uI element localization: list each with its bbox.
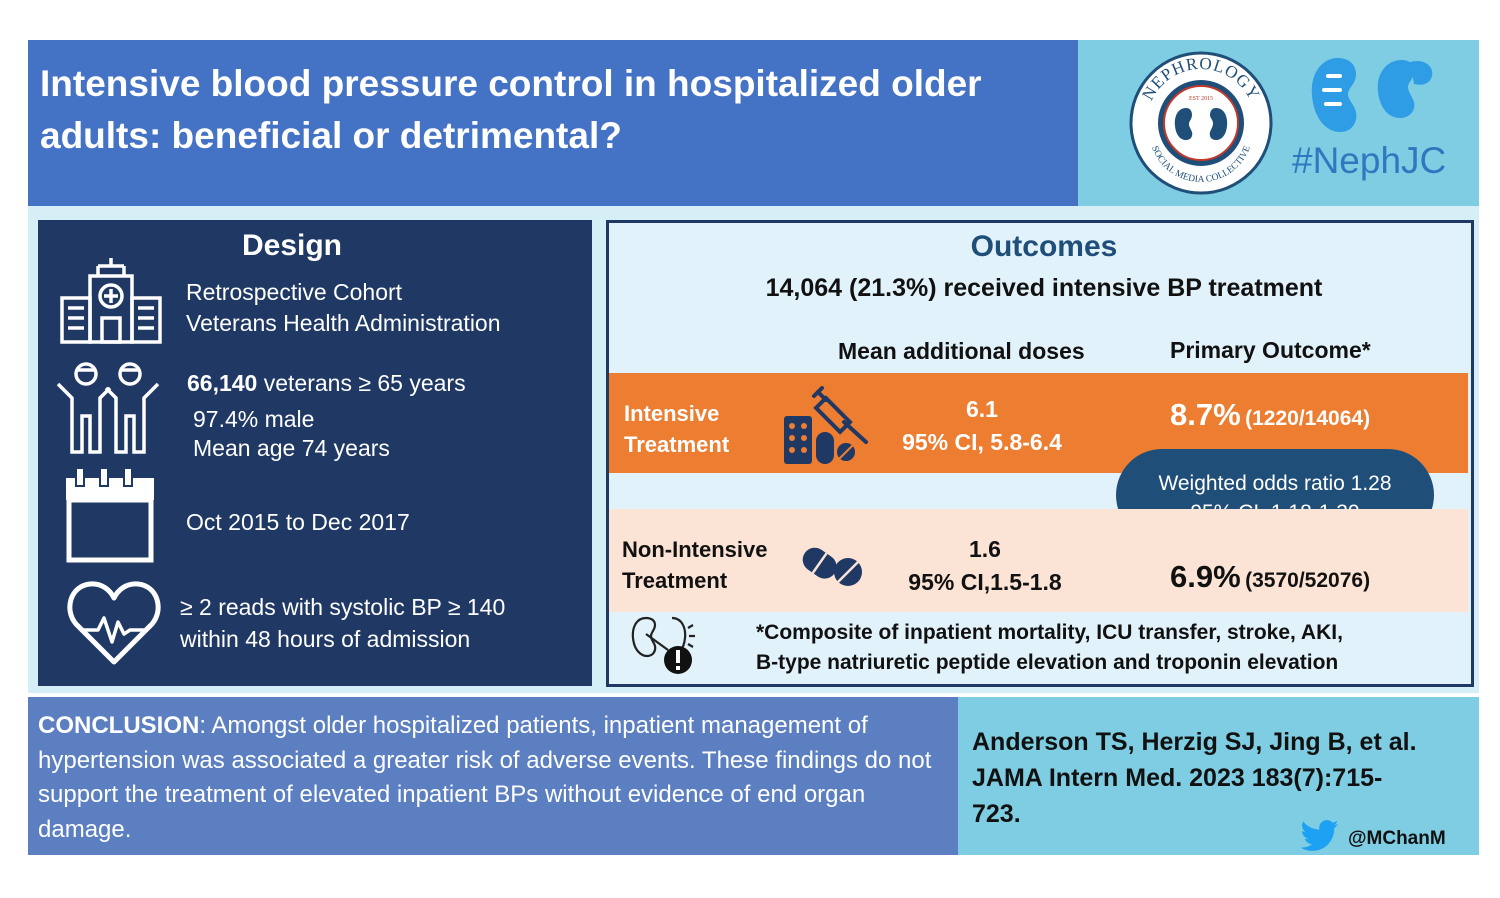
conclusion-text: CONCLUSION: Amongst older hospitalized p…: [38, 709, 950, 847]
intensive-label-line1: Intensive: [624, 401, 720, 426]
heart-pulse-icon: [67, 581, 161, 665]
population-count: 66,140: [187, 370, 258, 396]
intensive-primary: 8.7% (1220/14064): [1170, 397, 1370, 433]
kidney-warning-icon: [631, 616, 695, 674]
design-population: 66,140 veterans ≥ 65 years: [187, 368, 466, 399]
non-intensive-primary: 6.9% (3570/52076): [1170, 559, 1370, 595]
nephjc-hashtag: #NephJC: [1292, 140, 1447, 181]
outcome-footnote: *Composite of inpatient mortality, ICU t…: [756, 618, 1343, 678]
intensive-doses-mean: 6.1: [966, 396, 998, 422]
pills-icon: [802, 547, 862, 586]
nephrology-seal-logo: NEPHROLOGY SOCIAL MEDIA COLLECTIVE EST 2…: [1129, 51, 1273, 195]
non-intensive-label: Non-Intensive Treatment: [622, 534, 767, 596]
seal-est-text: EST 2015: [1189, 96, 1213, 102]
non-intensive-label-line2: Treatment: [622, 568, 728, 593]
footnote-line2: B-type natriuretic peptide elevation and…: [756, 651, 1339, 674]
twitter-handle[interactable]: @MChanM: [1348, 828, 1446, 849]
page-title: Intensive blood pressure control in hosp…: [40, 63, 982, 156]
design-heading: Design: [241, 229, 343, 262]
design-criteria-line1: ≥ 2 reads with systolic BP ≥ 140: [180, 594, 506, 620]
intensive-label: Intensive Treatment: [624, 398, 729, 460]
column-header-doses: Mean additional doses: [838, 338, 1085, 364]
header-banner: [28, 40, 1078, 206]
conclusion-body: : Amongst older hospitalized patients, i…: [38, 712, 932, 843]
non-intensive-row: [609, 509, 1468, 612]
non-intensive-doses-mean: 1.6: [969, 536, 1001, 562]
non-intensive-label-line1: Non-Intensive: [622, 537, 768, 562]
citation-line2: JAMA Intern Med. 2023 183(7):715-: [972, 764, 1383, 792]
non-intensive-doses: 1.6 95% CI,1.5-1.8: [880, 533, 1090, 599]
veterans-icon: [56, 362, 160, 454]
outcomes-heading: Outcomes: [970, 230, 1118, 263]
outcomes-summary: 14,064 (21.3%) received intensive BP tre…: [765, 274, 1323, 302]
intensive-doses: 6.1 95% CI, 5.8-6.4: [880, 393, 1084, 459]
design-study-type: Retrospective Cohort: [186, 279, 403, 305]
intensive-primary-pct: 8.7%: [1170, 397, 1241, 432]
reference-box: [958, 697, 1479, 855]
odds-ratio-value: Weighted odds ratio 1.28: [1158, 472, 1392, 495]
design-age: Mean age 74 years: [193, 435, 390, 461]
citation-line1: Anderson TS, Herzig SJ, Jing B, et al.: [972, 728, 1417, 756]
design-male: 97.4% male: [193, 406, 315, 432]
non-intensive-doses-ci: 95% CI,1.5-1.8: [908, 569, 1062, 595]
hospital-icon: [60, 258, 162, 344]
non-intensive-primary-counts: (3570/52076): [1245, 569, 1371, 592]
twitter-bird-icon[interactable]: [1300, 820, 1340, 852]
intensive-doses-ci: 95% CI, 5.8-6.4: [902, 429, 1062, 455]
design-setting: Veterans Health Administration: [186, 310, 501, 336]
calendar-icon: [66, 467, 154, 563]
conclusion-label: CONCLUSION: [38, 712, 200, 739]
conclusion-box: [28, 697, 958, 855]
intensive-primary-counts: (1220/14064): [1245, 407, 1371, 430]
design-period: Oct 2015 to Dec 2017: [186, 509, 410, 535]
intensive-label-line2: Treatment: [624, 432, 730, 457]
citation-line3: 723.: [972, 800, 1021, 828]
footnote-line1: *Composite of inpatient mortality, ICU t…: [756, 621, 1343, 644]
kidney-logo-icon: [1311, 58, 1433, 132]
column-header-primary: Primary Outcome*: [1170, 337, 1371, 363]
population-text: veterans ≥ 65 years: [257, 370, 466, 396]
pills-syringe-icon: [784, 386, 868, 464]
citation: Anderson TS, Herzig SJ, Jing B, et al. J…: [972, 724, 1462, 832]
non-intensive-primary-pct: 6.9%: [1170, 559, 1241, 594]
design-criteria-line2: within 48 hours of admission: [180, 626, 471, 652]
